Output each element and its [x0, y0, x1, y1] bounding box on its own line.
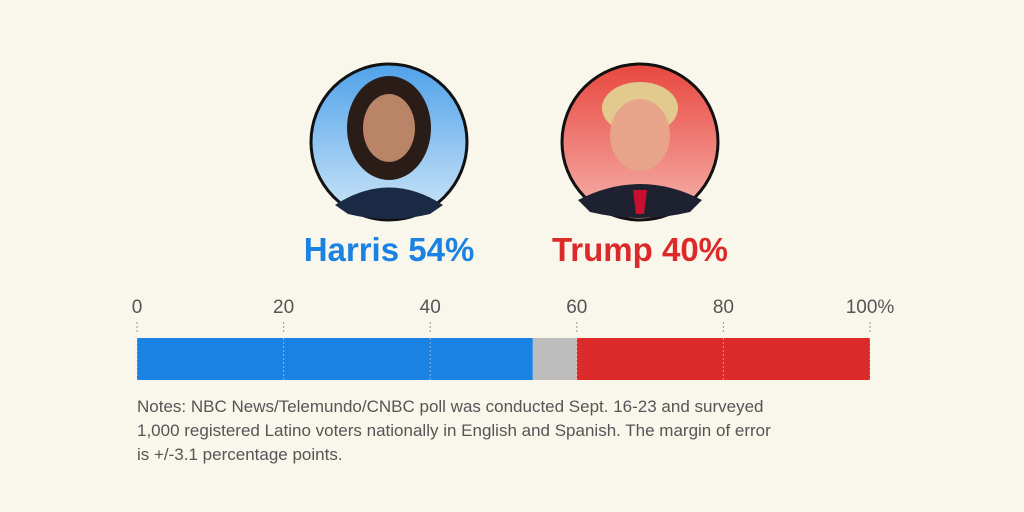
- value-label: 54%: [408, 231, 474, 268]
- x-tick-label: 80: [713, 297, 734, 318]
- candidate-name: Harris: [304, 231, 399, 268]
- harris-label: Harris 54%: [304, 231, 475, 268]
- x-tick-label: 20: [273, 297, 294, 318]
- candidate-name: Trump: [552, 231, 653, 268]
- x-tick-label: 0: [132, 297, 143, 318]
- bar-segment: [576, 338, 870, 380]
- x-tick-label: 100%: [846, 297, 895, 318]
- trump-label: Trump 40%: [552, 231, 728, 268]
- bar-segment: [532, 338, 577, 380]
- harris-portrait: [309, 62, 469, 222]
- bar-segment: [137, 338, 533, 380]
- x-tick-label: 40: [420, 297, 441, 318]
- x-tick-label: 60: [566, 297, 587, 318]
- notes: Notes: NBC News/Telemundo/CNBC poll was …: [137, 397, 771, 464]
- value-label: 40%: [662, 231, 728, 268]
- trump-portrait: [560, 62, 720, 222]
